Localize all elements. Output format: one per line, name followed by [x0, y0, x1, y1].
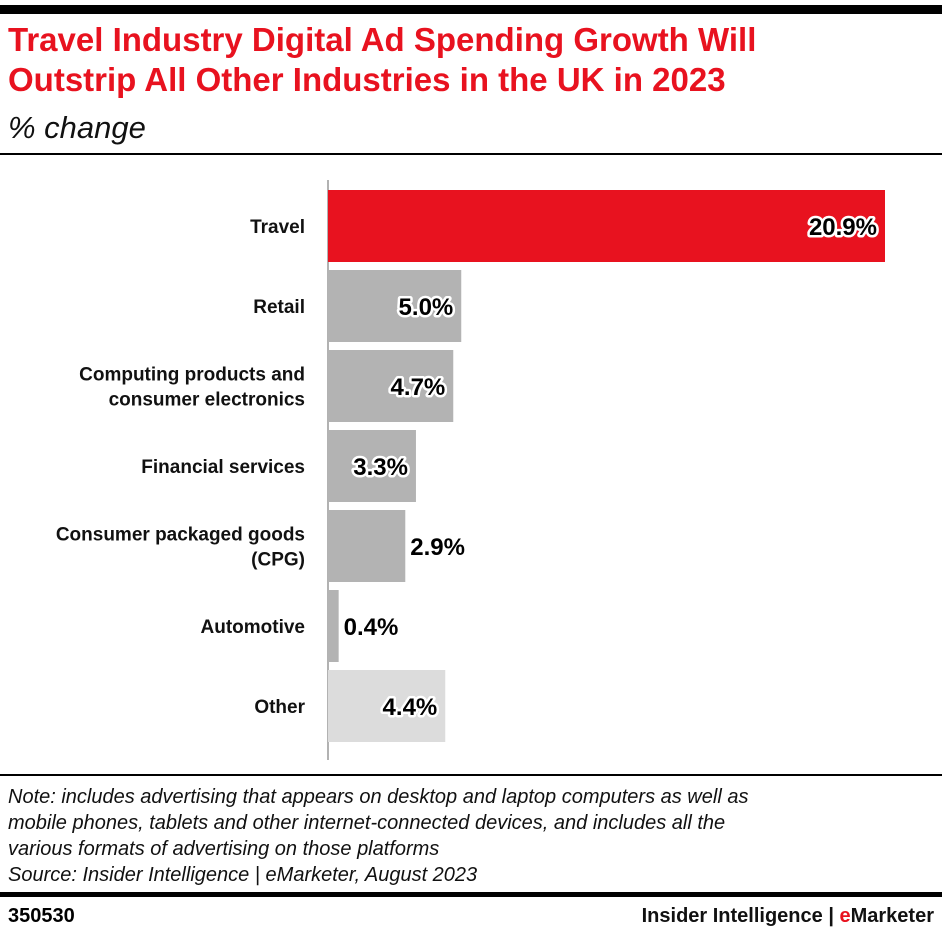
title-line-2: Outstrip All Other Industries in the UK … — [8, 61, 726, 98]
value-label-1: 5.0% — [399, 294, 454, 321]
value-label-5: 0.4% — [344, 614, 399, 641]
bar-5 — [328, 590, 339, 662]
bar-chart: Travel 20.9% Retail 5.0% Computing products … — [56, 180, 885, 760]
source-line: Source: Insider Intelligence | eMarketer… — [8, 864, 478, 886]
category-label-1: Retail — [253, 297, 305, 318]
bar-4 — [328, 510, 406, 582]
category-label-0: Travel — [250, 217, 305, 238]
bottom-rule — [0, 892, 942, 897]
title-line-1: Travel Industry Digital Ad Spending Grow… — [8, 21, 757, 58]
bar-0 — [328, 190, 885, 262]
category-label-3: Financial services — [141, 457, 305, 478]
chart-title: Travel Industry Digital Ad Spending Grow… — [8, 20, 928, 100]
value-label-2: 4.7% — [391, 374, 446, 401]
footer-divider — [0, 774, 942, 776]
brand-rest: Marketer — [850, 905, 934, 927]
bar-1 — [328, 270, 462, 342]
bar-3 — [328, 430, 416, 502]
chart-note: Note: includes advertising that appears … — [8, 784, 928, 888]
bar-2 — [328, 350, 454, 422]
note-line-2: mobile phones, tablets and other interne… — [8, 812, 726, 834]
value-label-4: 2.9% — [410, 534, 465, 561]
note-line-3: various formats of advertising on those … — [8, 838, 440, 860]
chart-id: 350530 — [8, 905, 75, 927]
value-label-0: 20.9% — [809, 214, 877, 241]
chart-subtitle: % change — [8, 110, 146, 145]
note-line-1: Note: includes advertising that appears … — [8, 786, 749, 808]
brand-e: e — [839, 905, 851, 927]
category-label-5: Automotive — [201, 617, 306, 638]
value-label-3: 3.3% — [353, 454, 408, 481]
brand-logo: Insider Intelligence | eMarketer — [642, 905, 934, 928]
header-divider — [0, 153, 942, 155]
category-label-2: Computing products and consumer electroni… — [79, 365, 305, 411]
value-label-6: 4.4% — [383, 694, 438, 721]
bar-6 — [328, 670, 446, 742]
category-label-6: Other — [254, 697, 305, 718]
top-rule — [0, 5, 942, 14]
category-label-4: Consumer packaged goods (CPG) — [56, 525, 305, 571]
brand-main: Insider Intelligence | — [641, 905, 840, 927]
